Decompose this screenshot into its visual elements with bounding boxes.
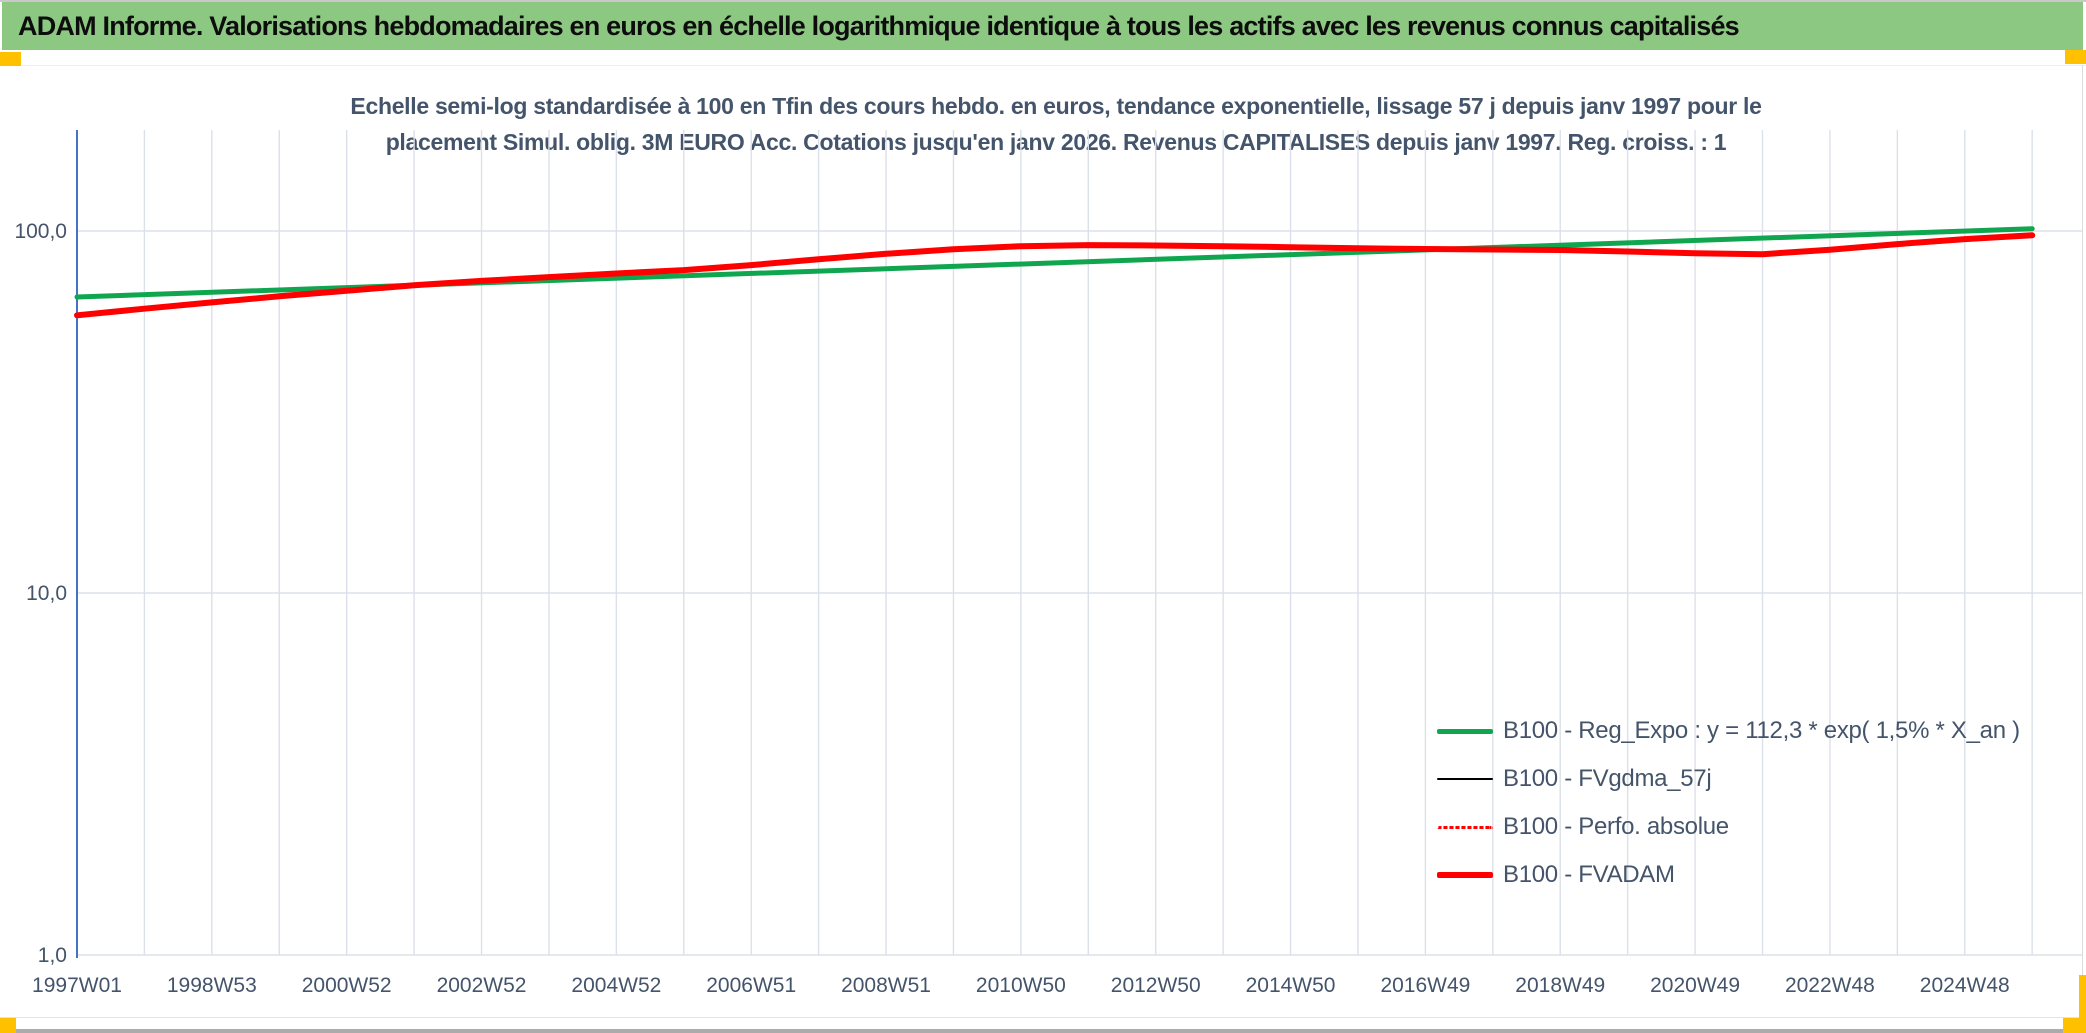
x-tick-label: 2024W48 bbox=[1920, 974, 2010, 997]
legend-label: B100 - FVgdma_57j bbox=[1503, 765, 1712, 792]
legend-item: B100 - Perfo. absolue bbox=[1437, 803, 2020, 851]
x-tick-label: 2020W49 bbox=[1650, 974, 1740, 997]
x-tick-label: 2012W50 bbox=[1111, 974, 1201, 997]
chart-title-line1: Echelle semi-log standardisée à 100 en T… bbox=[350, 93, 1762, 119]
chart-top-divider bbox=[0, 65, 2086, 66]
legend-swatch bbox=[1437, 777, 1493, 781]
accent-strip-right bbox=[2079, 975, 2086, 1033]
header-bar: ADAM Informe. Valorisations hebdomadaire… bbox=[2, 2, 2083, 50]
y-tick-label: 100,0 bbox=[14, 220, 67, 243]
legend-label: B100 - FVADAM bbox=[1503, 861, 1675, 888]
bottom-gray-band bbox=[0, 1029, 2086, 1033]
chart-title-line2: placement Simul. oblig. 3M EURO Acc. Cot… bbox=[385, 129, 1727, 155]
legend-label: B100 - Perfo. absolue bbox=[1503, 813, 1729, 840]
series-line-b100-fvadam bbox=[74, 232, 2036, 319]
legend-item: B100 - FVADAM bbox=[1437, 851, 2020, 899]
accent-square-top-left bbox=[0, 52, 21, 66]
x-tick-label: 2010W50 bbox=[976, 974, 1066, 997]
legend-item: B100 - Reg_Expo : y = 112,3 * exp( 1,5% … bbox=[1437, 707, 2020, 755]
chart-right-border bbox=[2082, 65, 2083, 1017]
y-tick-label: 10,0 bbox=[26, 582, 67, 605]
legend: B100 - Reg_Expo : y = 112,3 * exp( 1,5% … bbox=[1437, 707, 2020, 899]
x-tick-label: 2004W52 bbox=[571, 974, 661, 997]
bottom-divider bbox=[0, 1017, 2086, 1018]
legend-swatch bbox=[1437, 728, 1493, 734]
legend-swatch bbox=[1437, 825, 1493, 829]
header-title: ADAM Informe. Valorisations hebdomadaire… bbox=[18, 10, 1740, 41]
legend-item: B100 - FVgdma_57j bbox=[1437, 755, 2020, 803]
x-tick-label: 2016W49 bbox=[1380, 974, 1470, 997]
legend-label: B100 - Reg_Expo : y = 112,3 * exp( 1,5% … bbox=[1503, 717, 2020, 744]
x-tick-label: 1997W01 bbox=[32, 974, 122, 997]
x-tick-label: 2018W49 bbox=[1515, 974, 1605, 997]
accent-square-top-right bbox=[2065, 50, 2086, 64]
x-tick-label: 2006W51 bbox=[706, 974, 796, 997]
x-tick-label: 2002W52 bbox=[437, 974, 527, 997]
x-tick-label: 2022W48 bbox=[1785, 974, 1875, 997]
accent-square-bottom-left bbox=[0, 1018, 16, 1033]
chart-title: Echelle semi-log standardisée à 100 en T… bbox=[77, 88, 2035, 160]
x-tick-label: 2008W51 bbox=[841, 974, 931, 997]
x-tick-label: 2014W50 bbox=[1246, 974, 1336, 997]
x-tick-label: 2000W52 bbox=[302, 974, 392, 997]
top-edge-divider bbox=[0, 0, 2086, 2]
y-tick-label: 1,0 bbox=[38, 944, 67, 967]
x-tick-label: 1998W53 bbox=[167, 974, 257, 997]
legend-swatch bbox=[1437, 872, 1493, 878]
